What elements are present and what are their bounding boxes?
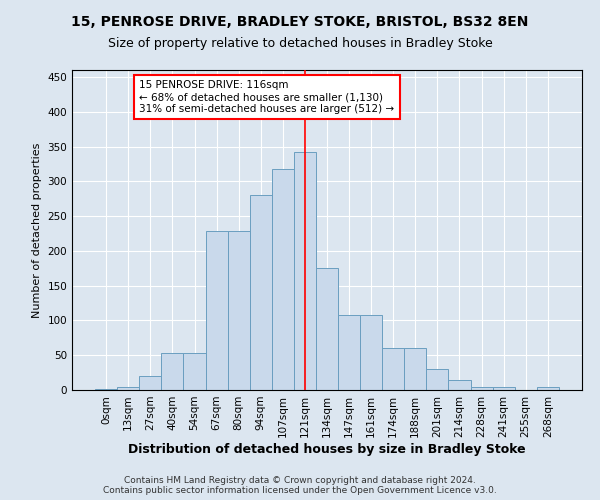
Bar	[117, 386, 139, 390]
Text: 15 PENROSE DRIVE: 116sqm
← 68% of detached houses are smaller (1,130)
31% of sem: 15 PENROSE DRIVE: 116sqm ← 68% of detach…	[139, 80, 394, 114]
Y-axis label: Number of detached properties: Number of detached properties	[32, 142, 42, 318]
Bar	[338, 315, 360, 390]
Text: Contains HM Land Registry data © Crown copyright and database right 2024.
Contai: Contains HM Land Registry data © Crown c…	[103, 476, 497, 495]
Bar	[272, 170, 294, 390]
Bar	[448, 380, 470, 390]
Text: Size of property relative to detached houses in Bradley Stoke: Size of property relative to detached ho…	[107, 38, 493, 51]
X-axis label: Distribution of detached houses by size in Bradley Stoke: Distribution of detached houses by size …	[128, 442, 526, 456]
Bar	[316, 268, 338, 390]
Bar	[206, 232, 227, 390]
Bar	[427, 369, 448, 390]
Bar	[294, 152, 316, 390]
Bar	[184, 353, 206, 390]
Bar	[470, 386, 493, 390]
Bar	[404, 348, 427, 390]
Bar	[537, 386, 559, 390]
Bar	[161, 353, 184, 390]
Bar	[382, 348, 404, 390]
Bar	[493, 386, 515, 390]
Bar	[227, 232, 250, 390]
Text: 15, PENROSE DRIVE, BRADLEY STOKE, BRISTOL, BS32 8EN: 15, PENROSE DRIVE, BRADLEY STOKE, BRISTO…	[71, 15, 529, 29]
Bar	[250, 195, 272, 390]
Bar	[139, 376, 161, 390]
Bar	[360, 315, 382, 390]
